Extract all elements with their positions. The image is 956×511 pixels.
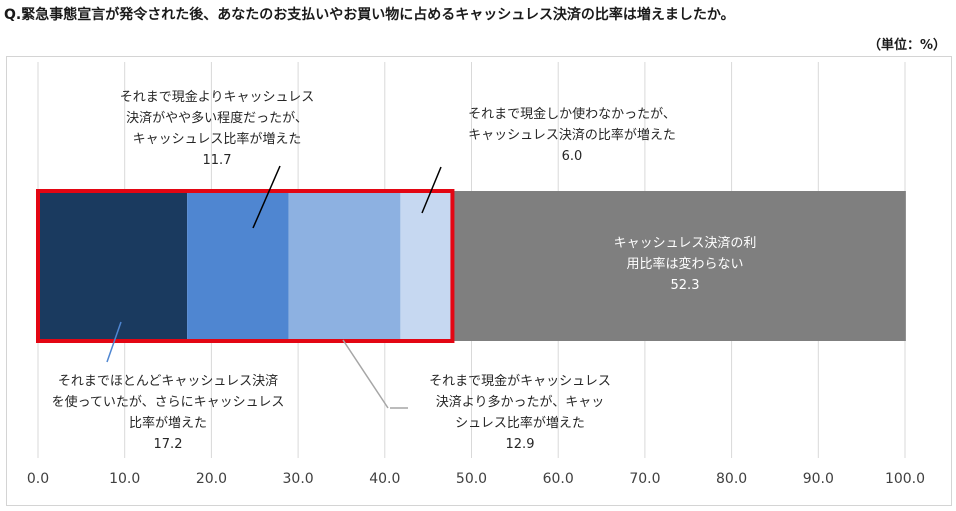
highlight-box — [36, 189, 455, 343]
x-tick-label: 70.0 — [629, 471, 660, 487]
chart-frame — [6, 56, 952, 506]
callout-line — [106, 321, 122, 363]
segment-label-line: それまで現金しか使わなかったが、 — [468, 106, 676, 122]
segment-label-line: キャッシュレス比率が増えた — [133, 131, 302, 147]
callout-line — [421, 166, 442, 214]
x-tick-label: 100.0 — [885, 471, 925, 487]
segment-label-line: 決済がやや多い程度だったが、 — [126, 110, 308, 126]
data-label: 17.2 — [154, 437, 183, 452]
segment-label-line: シュレス比率が増えた — [455, 415, 585, 431]
bar-segment — [400, 191, 453, 341]
segment-label-line: を使っていたが、さらにキャッシュレス — [52, 394, 285, 410]
callout-line — [342, 339, 389, 409]
x-tick-label: 40.0 — [369, 471, 400, 487]
x-tick-label: 0.0 — [27, 471, 49, 487]
data-label: 6.0 — [562, 149, 583, 164]
data-label: 52.3 — [671, 278, 700, 293]
x-tick-label: 60.0 — [543, 471, 574, 487]
x-tick-label: 90.0 — [803, 471, 834, 487]
data-label: 12.9 — [506, 437, 535, 452]
segment-label-line: 用比率は変わらない — [626, 256, 743, 272]
segment-label-line: それまで現金よりキャッシュレス — [120, 89, 314, 105]
x-tick-label: 30.0 — [283, 471, 314, 487]
segment-label-line: それまでほとんどキャッシュレス決済 — [58, 373, 278, 389]
x-tick-label: 50.0 — [456, 471, 487, 487]
segment-label-line: 比率が増えた — [129, 415, 207, 431]
bar-segment — [38, 191, 188, 341]
bar-segment — [288, 191, 401, 341]
data-label: 11.7 — [203, 153, 232, 168]
callout-line — [252, 165, 281, 229]
segment-label-line: それまで現金がキャッシュレス — [429, 373, 611, 389]
x-tick-label: 10.0 — [109, 471, 140, 487]
bar-segment — [452, 191, 906, 341]
unit-label: （単位：%） — [867, 38, 946, 53]
chart-title: Q.緊急事態宣言が発令された後、あなたのお支払いやお買い物に占めるキャッシュレス… — [4, 7, 735, 23]
x-tick-label: 20.0 — [196, 471, 227, 487]
segment-label-line: キャッシュレス決済の比率が増えた — [468, 127, 676, 143]
segment-label-line: キャッシュレス決済の利 — [614, 235, 757, 251]
bar-segment — [187, 191, 289, 341]
x-tick-label: 80.0 — [716, 471, 747, 487]
segment-label-line: 決済より多かったが、キャッ — [436, 394, 604, 410]
